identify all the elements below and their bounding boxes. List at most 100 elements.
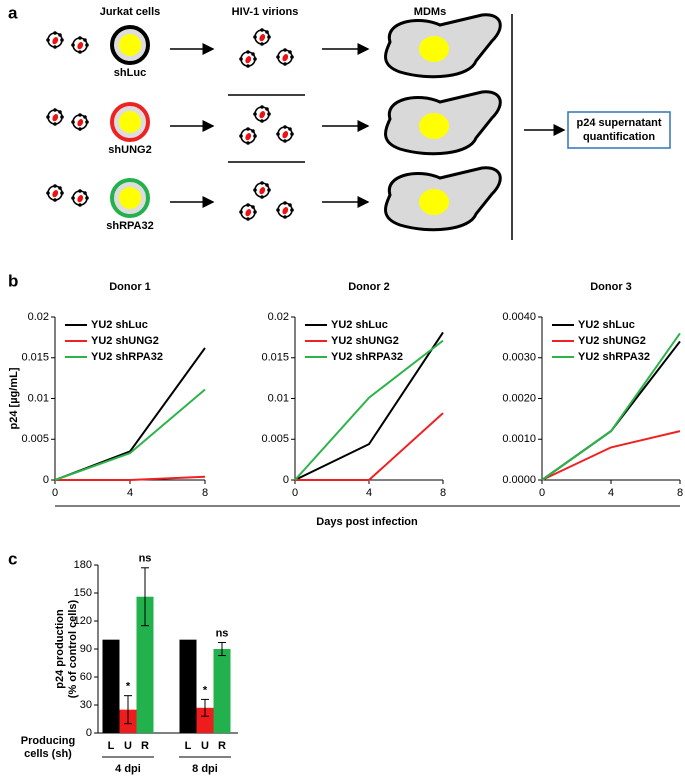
y-axis-label: p24 [µg/mL] <box>8 367 20 429</box>
virion-spike <box>260 119 264 123</box>
virion-spike <box>85 196 89 200</box>
cell-nucleus <box>119 111 141 133</box>
virion-spike <box>283 139 287 143</box>
virion-spike <box>283 201 287 205</box>
virion-spike <box>288 50 292 54</box>
virion-spike <box>246 203 250 207</box>
virion-spike <box>246 141 250 145</box>
virion-spike <box>267 188 271 192</box>
series-line <box>294 331 444 481</box>
cell-nucleus <box>119 34 141 56</box>
y-tick-label: 150 <box>74 587 92 599</box>
virion-icon <box>253 181 271 199</box>
virion-spike <box>288 127 292 131</box>
legend-label: YU2 shLuc <box>331 319 388 331</box>
series-line <box>294 339 444 481</box>
x-tick-label: 4 <box>608 487 614 499</box>
virion-spike <box>251 205 255 209</box>
virion-spike <box>83 191 87 195</box>
virion-spike <box>260 105 264 109</box>
virion-spike <box>60 115 64 119</box>
virion-spike <box>267 112 271 116</box>
significance-label: * <box>126 681 131 693</box>
panel-label: b <box>8 271 18 290</box>
virion-icon <box>276 48 294 66</box>
virion-spike <box>283 215 287 219</box>
virion-spike <box>46 115 50 119</box>
virion-spike <box>290 55 294 59</box>
column-header: HIV-1 virions <box>232 6 299 18</box>
virion-spike <box>267 35 271 39</box>
virion-spike <box>78 189 82 193</box>
virion-core <box>77 195 84 203</box>
virion-spike <box>85 43 89 47</box>
series-line <box>541 332 681 481</box>
virion-core <box>245 209 252 217</box>
virion-spike <box>276 132 280 136</box>
result-label: quantification <box>583 131 655 143</box>
virion-spike <box>265 107 269 111</box>
y-tick-label: 0.0010 <box>502 433 536 445</box>
legend-label: YU2 shRPA32 <box>578 351 650 363</box>
significance-label: * <box>203 684 208 696</box>
chart-title: Donor 1 <box>109 281 151 293</box>
result-box <box>567 111 671 149</box>
virion-spike <box>290 208 294 212</box>
series-line <box>295 412 444 481</box>
series-line <box>55 475 206 481</box>
virion-spike <box>58 33 62 37</box>
virion-spike <box>53 31 57 35</box>
panel-label: a <box>8 3 18 22</box>
significance-label: ns <box>139 553 152 565</box>
mdm-nucleus <box>419 36 449 62</box>
legend-label: YU2 shRPA32 <box>91 351 163 363</box>
virion-spike <box>53 108 57 112</box>
virion-spike <box>246 127 250 131</box>
virion-spike <box>71 43 75 47</box>
virion-icon <box>71 113 89 131</box>
y-tick-label: 0 <box>283 474 289 486</box>
virion-spike <box>253 112 257 116</box>
mdm-cell <box>384 13 502 79</box>
y-tick-label: 0.0000 <box>502 474 536 486</box>
virion-spike <box>246 217 250 221</box>
virion-spike <box>251 129 255 133</box>
virion-spike <box>253 188 257 192</box>
virion-core <box>52 37 59 45</box>
y-tick-label: 0.01 <box>268 392 289 404</box>
virion-spike <box>78 127 82 131</box>
virion-spike <box>78 50 82 54</box>
bar <box>213 649 231 733</box>
virion-spike <box>276 208 280 212</box>
y-tick-label: 90 <box>80 643 92 655</box>
virion-core <box>77 42 84 50</box>
virion-spike <box>265 183 269 187</box>
y-axis-label: p24 production <box>54 609 66 689</box>
bar <box>179 639 197 733</box>
virion-spike <box>260 28 264 32</box>
y-tick-label: 0.005 <box>261 433 289 445</box>
virion-core <box>259 187 266 195</box>
x-axis-label: Producing <box>21 735 75 747</box>
row-label: shLuc <box>114 67 146 79</box>
y-tick-label: 0.015 <box>261 352 289 364</box>
shared-x-label: Days post infection <box>316 516 418 528</box>
virion-spike <box>246 64 250 68</box>
virion-core <box>77 119 84 127</box>
virion-spike <box>46 38 50 42</box>
y-tick-label: 0.02 <box>268 311 289 323</box>
x-tick-label: 8 <box>202 487 208 499</box>
significance-label: ns <box>216 627 229 639</box>
virion-spike <box>85 120 89 124</box>
virion-spike <box>246 50 250 54</box>
virion-spike <box>60 38 64 42</box>
y-tick-label: 0.0030 <box>502 352 536 364</box>
column-header: MDMs <box>414 6 446 18</box>
series-line <box>541 430 681 481</box>
group-label: 4 dpi <box>115 763 141 775</box>
virion-spike <box>78 36 82 40</box>
virion-icon <box>253 105 271 123</box>
legend-label: YU2 shUNG2 <box>578 335 646 347</box>
virion-spike <box>78 203 82 207</box>
y-tick-label: 30 <box>80 699 92 711</box>
